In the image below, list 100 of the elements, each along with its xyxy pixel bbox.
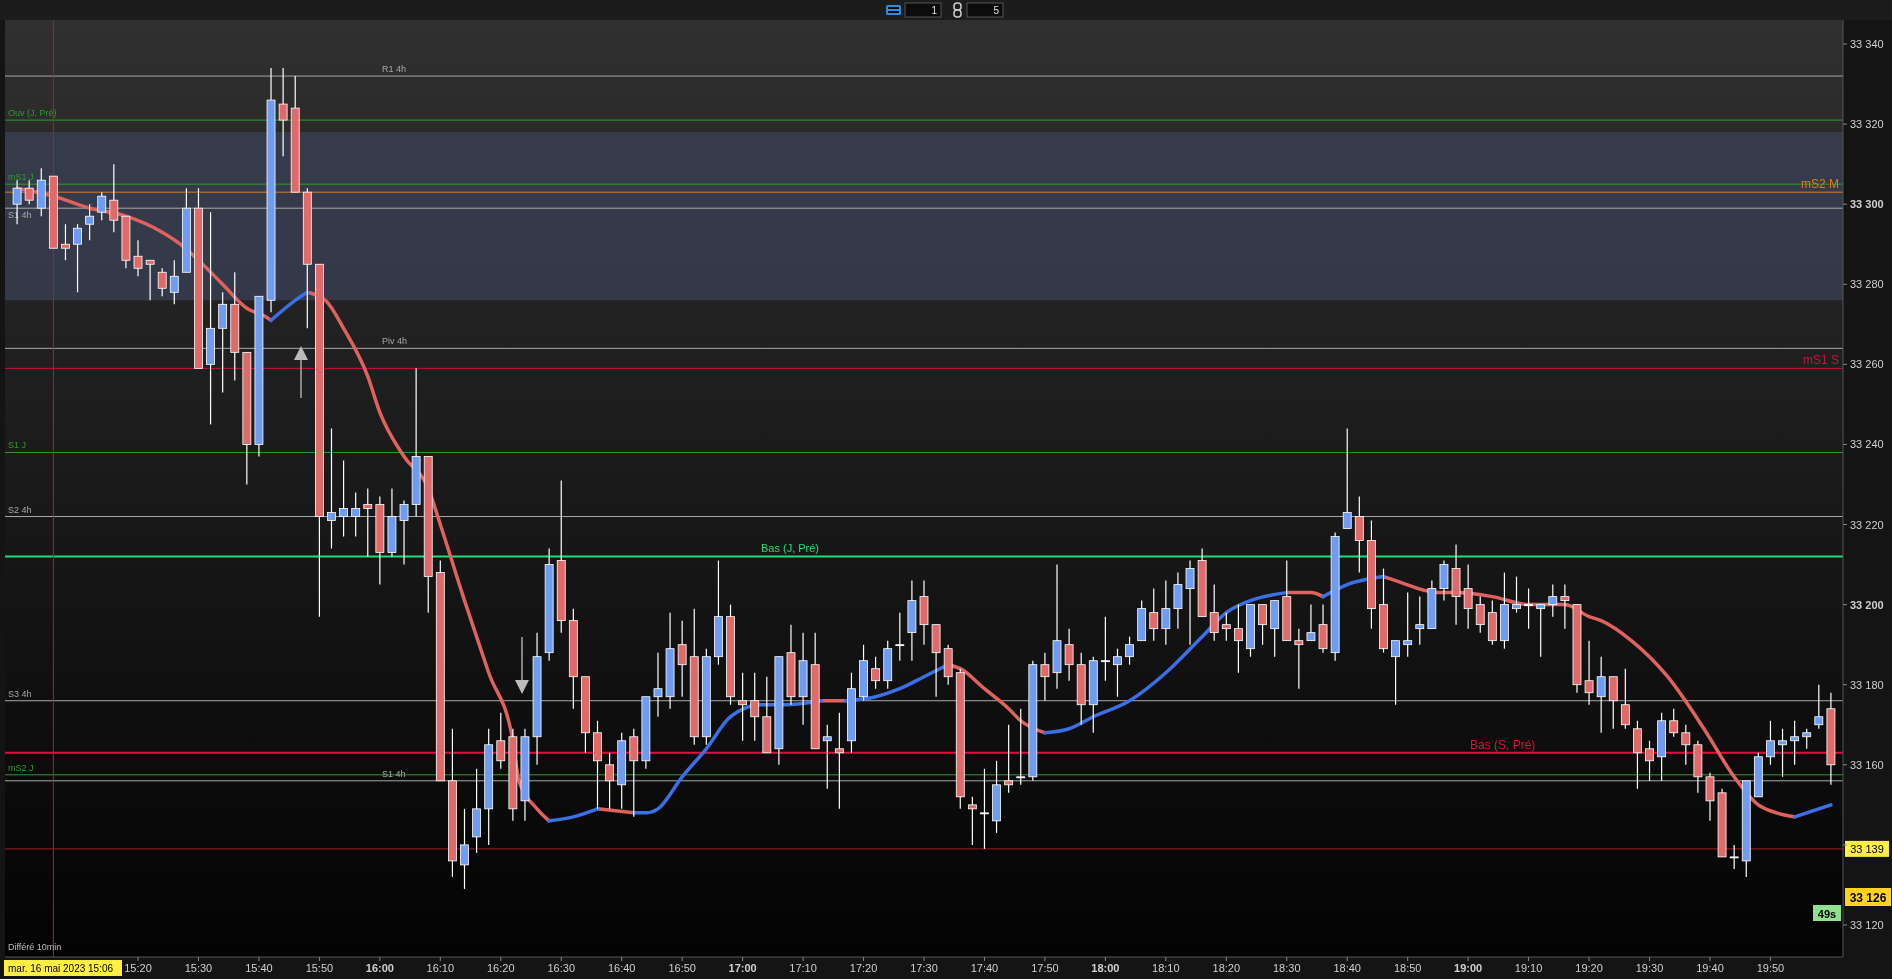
candlestick xyxy=(1125,636,1134,666)
x-tick-label: 18:00 xyxy=(1091,962,1120,974)
candlestick xyxy=(677,620,687,698)
candlestick xyxy=(496,712,506,770)
y-tick-label: 33 280 xyxy=(1850,278,1884,291)
y-tick-label: 33 160 xyxy=(1850,758,1884,771)
candlestick xyxy=(1391,640,1400,706)
candlestick xyxy=(605,752,615,810)
candlestick xyxy=(1512,575,1521,614)
y-tick-label: 33 300 xyxy=(1850,198,1884,211)
x-tick-label: 16:20 xyxy=(487,962,515,974)
candlestick xyxy=(871,656,881,690)
y-tick-label: 33 260 xyxy=(1850,358,1884,371)
candlestick xyxy=(145,259,155,301)
candlestick xyxy=(1548,584,1558,618)
candlestick xyxy=(750,672,760,742)
x-tick-label: 19:30 xyxy=(1635,962,1664,974)
ref-line-label: mS2 J xyxy=(8,762,34,773)
candlestick xyxy=(1536,604,1546,658)
candlestick xyxy=(1620,668,1630,730)
x-tick-label: 18:40 xyxy=(1333,962,1361,974)
candlestick xyxy=(278,67,288,157)
x-tick-label: 17:30 xyxy=(910,962,938,974)
x-tick-label: 15:30 xyxy=(184,962,213,974)
ref-line-label: mS1 S xyxy=(1802,353,1839,368)
candlestick xyxy=(460,808,469,890)
candlestick xyxy=(1681,724,1691,766)
candlestick xyxy=(1004,724,1014,794)
candlestick xyxy=(351,491,361,538)
x-tick-label: 18:30 xyxy=(1273,962,1301,974)
candlestick xyxy=(1306,604,1316,642)
text: 5 xyxy=(993,5,1000,16)
candlestick xyxy=(1790,720,1800,766)
candlestick xyxy=(1766,720,1775,766)
candlestick xyxy=(1209,584,1219,642)
y-tick-label: 33 180 xyxy=(1850,678,1884,691)
candlestick xyxy=(1294,628,1304,690)
candlestick xyxy=(1669,708,1679,738)
y-tick-label: 33 220 xyxy=(1850,518,1884,531)
candlestick xyxy=(399,499,409,566)
candlestick xyxy=(1729,844,1739,870)
candlestick xyxy=(1016,708,1026,786)
candlestick xyxy=(1149,588,1159,642)
text: 33 126 xyxy=(1849,891,1887,905)
candlestick xyxy=(1778,728,1787,778)
candlestick xyxy=(1584,640,1594,706)
candlestick xyxy=(1113,648,1122,698)
y-tick-label: 33 320 xyxy=(1850,118,1884,131)
candlestick xyxy=(169,259,179,305)
x-tick-label: 17:50 xyxy=(1031,962,1059,974)
ref-line-label: mS2 M xyxy=(1800,177,1839,192)
x-tick-label: 17:40 xyxy=(970,962,999,974)
annotation: 49s xyxy=(1817,908,1837,920)
candlestick xyxy=(1475,596,1485,634)
candlestick xyxy=(1524,588,1534,630)
y-tick-label: 33 340 xyxy=(1850,38,1884,51)
candlestick xyxy=(980,768,989,850)
x-tick-label: 16:10 xyxy=(426,962,455,974)
candlestick xyxy=(1100,616,1110,682)
x-tick-label: 17:10 xyxy=(789,962,817,974)
ref-line-label: Bas (S, Pré) xyxy=(1470,737,1536,752)
x-tick-label: 19:10 xyxy=(1514,962,1543,974)
candlestick xyxy=(834,712,844,810)
candlestick xyxy=(339,459,348,538)
candlestick xyxy=(133,239,143,277)
x-tick-label: 15:50 xyxy=(305,962,334,974)
candlestick xyxy=(1040,652,1050,702)
candlestick xyxy=(1415,596,1425,646)
candlestick xyxy=(73,223,82,293)
x-tick-label: 18:50 xyxy=(1393,962,1422,974)
x-tick-label: 16:00 xyxy=(365,962,394,974)
candlestick xyxy=(822,724,832,790)
candlestick xyxy=(1802,728,1812,750)
y-tick-label: 33 120 xyxy=(1850,918,1884,931)
x-tick-label: 17:20 xyxy=(849,962,878,974)
candlestick xyxy=(1560,584,1570,630)
ref-line-label: Bas (J, Pré) xyxy=(760,541,820,554)
candlestick xyxy=(85,203,95,241)
candlestick xyxy=(1221,612,1231,642)
x-tick-label: 18:10 xyxy=(1152,962,1180,974)
x-tick-label: 16:30 xyxy=(547,962,575,974)
candlestick xyxy=(738,672,748,742)
candlestick xyxy=(967,796,977,846)
ref-line-label: S3 4h xyxy=(8,688,32,699)
candlestick xyxy=(1596,656,1606,734)
candlestick xyxy=(157,267,167,297)
candlestick xyxy=(895,612,905,662)
candlestick xyxy=(363,487,373,558)
candlestick xyxy=(653,652,663,718)
ref-line-label: S2 4h xyxy=(8,504,32,515)
candlestick xyxy=(1161,580,1171,646)
x-tick-label: 18:20 xyxy=(1212,962,1241,974)
candlestick xyxy=(1064,628,1074,682)
candlestick xyxy=(1645,740,1654,782)
candlestick xyxy=(1185,559,1195,646)
candlestick xyxy=(1258,604,1267,646)
ref-line-label: mS1 J xyxy=(8,172,34,183)
x-tick-label: 19:50 xyxy=(1756,962,1785,974)
candlestick xyxy=(97,191,107,221)
candlestick xyxy=(61,223,70,261)
